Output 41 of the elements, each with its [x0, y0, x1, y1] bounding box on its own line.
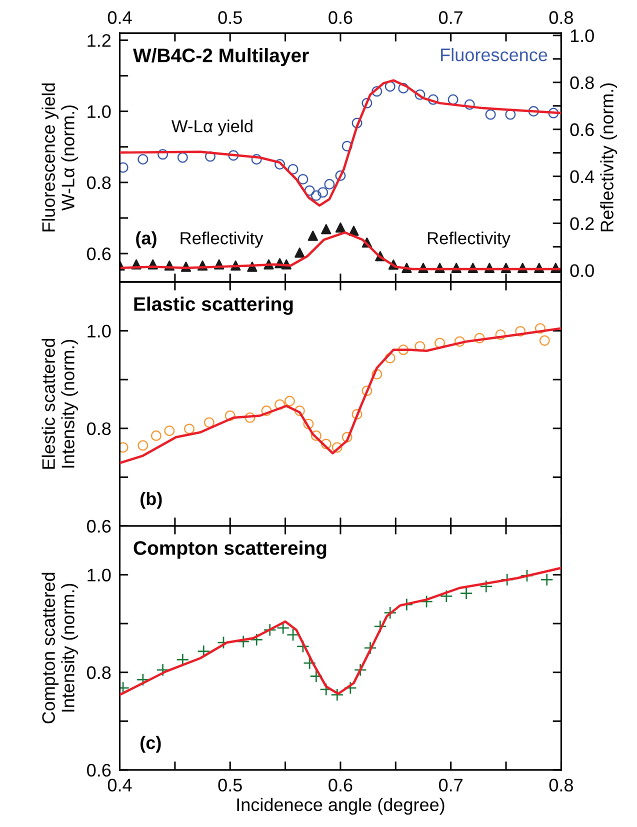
x-tick-label: 0.7 — [438, 778, 462, 792]
x2-tick-label: 0.8 — [549, 11, 573, 24]
text: Compton scattereing — [134, 540, 326, 559]
x2-tick-label: 0.6 — [328, 11, 352, 24]
y-tick-label: 0.6 — [87, 520, 111, 533]
y-tick-label: 0.8 — [87, 176, 111, 190]
y2-tick-label: 1.0 — [570, 29, 594, 42]
y-tick-label: 0.6 — [87, 247, 111, 260]
y-tick-label: 1.2 — [88, 34, 111, 47]
y-axis-title: Compton scattered Intensity (norm.) — [42, 572, 78, 724]
y-axis-title: Elestic scattered Intensity (norm.) — [42, 338, 78, 469]
annotation: (a) — [136, 231, 156, 248]
y2-tick-label: 0.4 — [570, 170, 594, 184]
y-axis-title: Fluorescence yield W-Lα (norm.) — [42, 83, 78, 232]
y2-tick-label: 0.0 — [570, 264, 594, 277]
text: W/B4C-2 Multilayer — [133, 48, 309, 66]
y-tick-label: 0.8 — [87, 422, 111, 436]
y2-tick-label: 0.6 — [570, 123, 594, 136]
x-tick-label: 0.6 — [328, 778, 352, 792]
x-tick-label: 0.4 — [108, 778, 132, 792]
x-axis-title: Incidenece angle (degree) — [237, 798, 444, 815]
annotation: Reflectivity — [428, 232, 510, 248]
y-tick-label: 1.0 — [88, 105, 111, 118]
y2-axis-title: Reflectivity (norm.) — [600, 83, 618, 232]
y-tick-label: 1.0 — [88, 568, 111, 582]
x2-tick-label: 0.7 — [438, 11, 462, 24]
y-tick-label: 0.8 — [87, 666, 111, 680]
y2-tick-label: 0.8 — [570, 76, 594, 90]
x2-tick-label: 0.4 — [108, 11, 132, 24]
y-tick-label: 1.0 — [88, 324, 111, 338]
annotation: W-Lα yield — [171, 120, 252, 136]
annotation: (c) — [140, 736, 161, 753]
series-label: Fluorescence — [441, 48, 548, 62]
text: Elastic scattering — [134, 296, 293, 315]
x2-tick-label: 0.5 — [218, 11, 242, 24]
annotation: Reflectivity — [180, 232, 264, 248]
y-tick-label: 0.6 — [87, 764, 111, 777]
annotation: (b) — [140, 492, 162, 509]
y2-tick-label: 0.2 — [570, 217, 594, 230]
x-tick-label: 0.5 — [218, 778, 242, 792]
x-tick-label: 0.8 — [549, 778, 573, 792]
